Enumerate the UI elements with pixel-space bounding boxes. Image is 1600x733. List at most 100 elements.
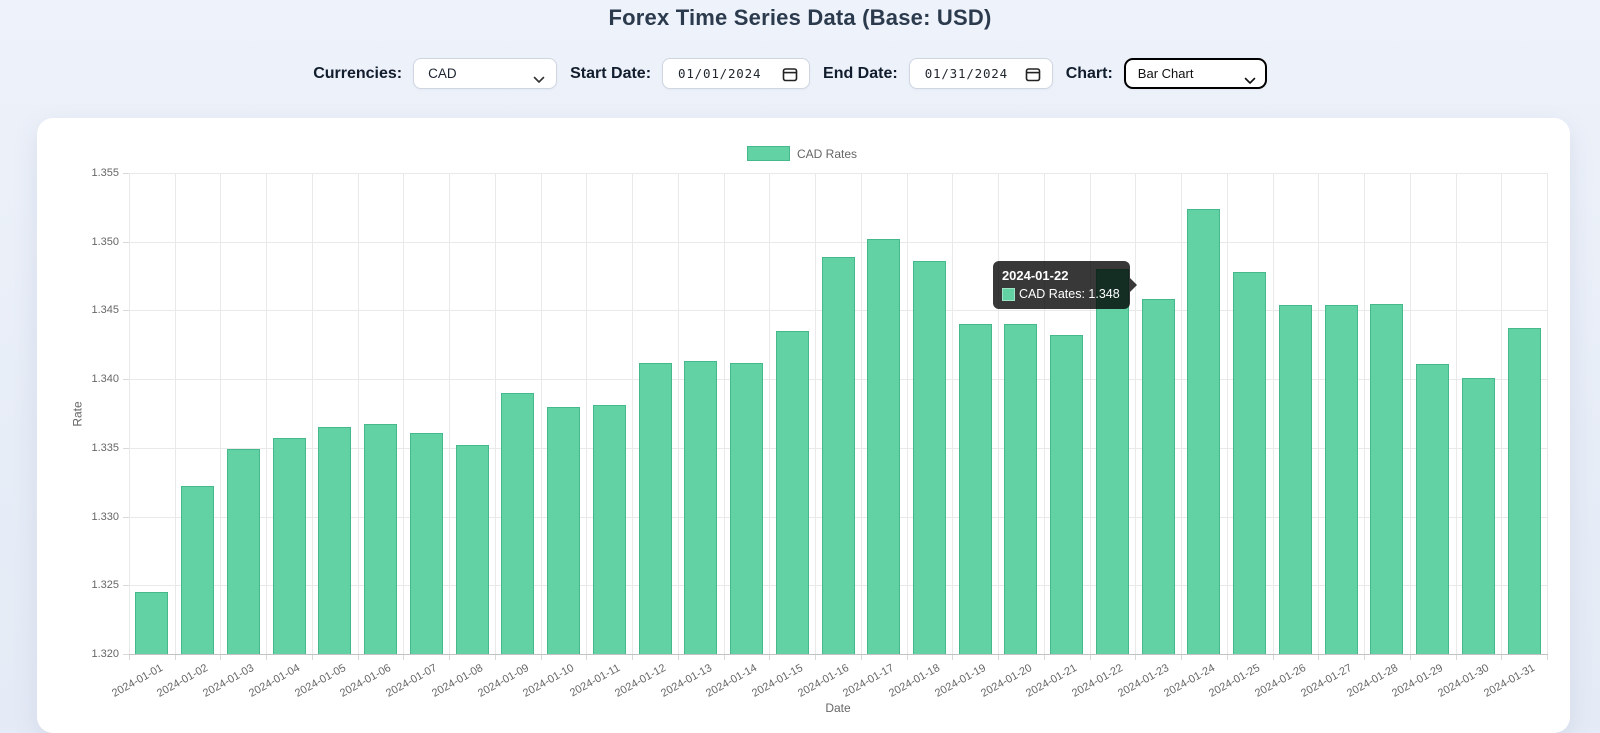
bar[interactable] [775,331,809,654]
x-tick-label: 2024-01-02 [155,662,211,700]
bar-chart: Rate Date 2024-01-22 CAD Rates: 1.348 1.… [71,167,1548,715]
x-tick-mark [815,654,816,660]
chart-type-select[interactable]: Bar Chart [1123,58,1267,89]
bar[interactable] [867,238,901,654]
x-tick-mark [952,654,953,660]
x-gridline [1547,173,1548,654]
x-tick-mark [632,654,633,660]
bar[interactable] [958,324,992,654]
x-tick-mark [1181,654,1182,660]
end-date-label: End Date: [823,64,898,82]
x-tick-label: 2024-01-18 [887,662,943,700]
x-gridline [312,173,313,654]
bar[interactable] [1370,303,1404,654]
bar[interactable] [1507,328,1541,654]
y-tick-mark [123,173,129,174]
bar[interactable] [1004,324,1038,654]
y-tick-label: 1.320 [91,648,119,660]
tooltip-value: CAD Rates: 1.348 [1018,287,1120,302]
x-tick-mark [1227,654,1228,660]
x-axis-title: Date [825,701,851,715]
x-tick-mark [129,654,130,660]
x-gridline [175,173,176,654]
y-axis-title: Rate [70,400,85,427]
x-gridline [724,173,725,654]
x-tick-label: 2024-01-05 [292,662,348,700]
x-gridline [1364,173,1365,654]
tooltip-caret-icon [1129,278,1137,293]
x-tick-label: 2024-01-01 [109,662,165,700]
x-tick-label: 2024-01-26 [1253,662,1309,700]
bar[interactable] [1324,304,1358,654]
x-tick-mark [266,654,267,660]
y-tick-mark [123,654,129,655]
x-tick-label: 2024-01-13 [658,662,714,700]
x-gridline [1410,173,1411,654]
bar[interactable] [638,362,672,654]
x-tick-label: 2024-01-06 [338,662,394,700]
bar[interactable] [1050,335,1084,654]
start-date-input[interactable]: 01/01/2024 [662,58,811,89]
bar[interactable] [684,361,718,654]
tooltip-date: 2024-01-22 [1001,268,1069,284]
y-tick-mark [123,517,129,518]
x-tick-mark [1273,654,1274,660]
x-gridline [632,173,633,654]
bar[interactable] [364,424,398,654]
x-tick-mark [1501,654,1502,660]
x-tick-mark [495,654,496,660]
bar[interactable] [135,592,169,654]
bar[interactable] [1187,208,1221,654]
x-tick-mark [403,654,404,660]
bar[interactable] [1461,377,1495,654]
x-gridline [586,173,587,654]
x-tick-label: 2024-01-20 [978,662,1034,700]
bar[interactable] [181,486,215,654]
bar[interactable] [1095,269,1129,654]
x-tick-label: 2024-01-16 [795,662,851,700]
bar[interactable] [1233,271,1267,654]
chart-tooltip: 2024-01-22 CAD Rates: 1.348 [992,261,1137,310]
y-tick-mark [123,310,129,311]
y-gridline [129,242,1547,243]
bar[interactable] [501,392,535,654]
bar[interactable] [821,256,855,654]
bar[interactable] [592,405,626,654]
x-gridline [1090,173,1091,654]
y-tick-label: 1.345 [91,304,119,316]
x-gridline [358,173,359,654]
x-tick-mark [1044,654,1045,660]
x-tick-mark [312,654,313,660]
end-date-input[interactable]: 01/31/2024 [908,58,1053,89]
x-tick-label: 2024-01-03 [201,662,257,700]
bar[interactable] [547,406,581,654]
x-gridline [1227,173,1228,654]
bar[interactable] [1416,364,1450,654]
x-gridline [998,173,999,654]
bar[interactable] [455,445,489,654]
tooltip-series-swatch [1001,287,1015,301]
bar[interactable] [1278,304,1312,654]
y-tick-label: 1.335 [91,442,119,454]
bar[interactable] [1141,299,1175,654]
bar[interactable] [409,432,443,654]
x-gridline [1318,173,1319,654]
x-tick-label: 2024-01-23 [1115,662,1172,700]
chevron-down-icon [533,71,545,89]
calendar-icon[interactable] [782,66,798,87]
legend-item-cad-rates[interactable]: CAD Rates [747,146,857,161]
bar[interactable] [318,427,352,654]
x-tick-mark [1410,654,1411,660]
x-tick-label: 2024-01-24 [1161,662,1217,700]
x-tick-label: 2024-01-25 [1207,662,1263,700]
x-tick-mark [1547,654,1548,660]
bar[interactable] [226,449,260,654]
bar[interactable] [272,438,306,654]
x-tick-label: 2024-01-17 [841,662,897,700]
currency-select[interactable]: CAD [413,58,558,89]
calendar-icon[interactable] [1025,66,1041,87]
x-gridline [541,173,542,654]
bar[interactable] [730,362,764,654]
bar[interactable] [912,260,946,654]
x-gridline [1273,173,1274,654]
